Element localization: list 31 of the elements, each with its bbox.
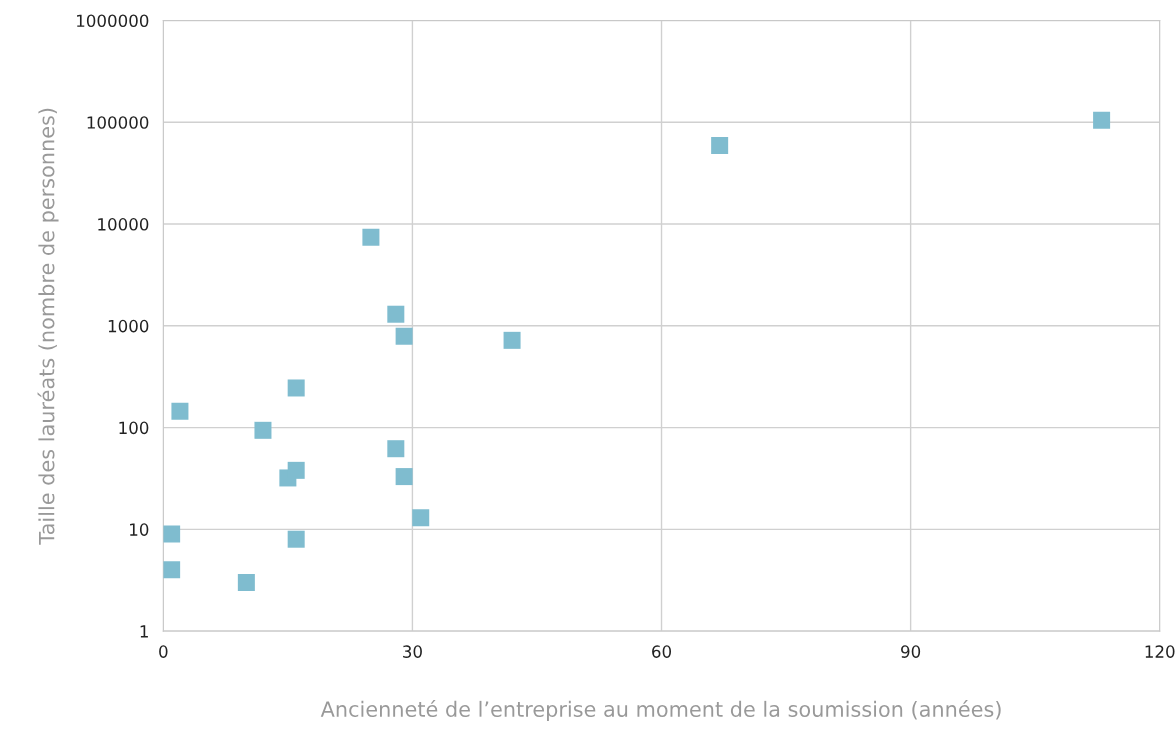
y-tick-label: 100000	[87, 116, 149, 129]
x-tick-label: 90	[901, 645, 921, 658]
y-tick-label: 10	[130, 523, 149, 536]
point	[287, 530, 305, 548]
x-tick-label: 120	[1145, 645, 1175, 658]
point	[1093, 111, 1111, 129]
y-tick-label: 1	[140, 625, 148, 638]
point	[287, 379, 305, 397]
point	[287, 461, 305, 479]
point	[395, 468, 413, 486]
point	[237, 574, 255, 592]
y-tick-label: 10000	[98, 218, 149, 231]
x-tick-label: 60	[652, 645, 672, 658]
point	[412, 509, 430, 527]
y-tick-label: 100	[119, 421, 149, 435]
x-tick-label: 0	[159, 645, 168, 658]
point	[163, 561, 181, 579]
point	[503, 331, 521, 349]
point	[387, 305, 405, 323]
x-tick-label: 30	[403, 645, 422, 658]
point	[254, 421, 272, 439]
y-tick-label: 1000	[108, 319, 149, 333]
x-axis-title: Ancienneté de l’entreprise au moment de la soumission (années)	[320, 700, 1001, 722]
point	[395, 327, 413, 345]
point	[362, 228, 380, 246]
point	[387, 440, 405, 458]
point	[163, 525, 181, 543]
y-axis-title: Taille des lauréats (nombre de personnes)	[37, 108, 59, 545]
point	[711, 137, 729, 155]
point	[171, 402, 189, 420]
y-tick-label: 1000000	[77, 14, 149, 28]
